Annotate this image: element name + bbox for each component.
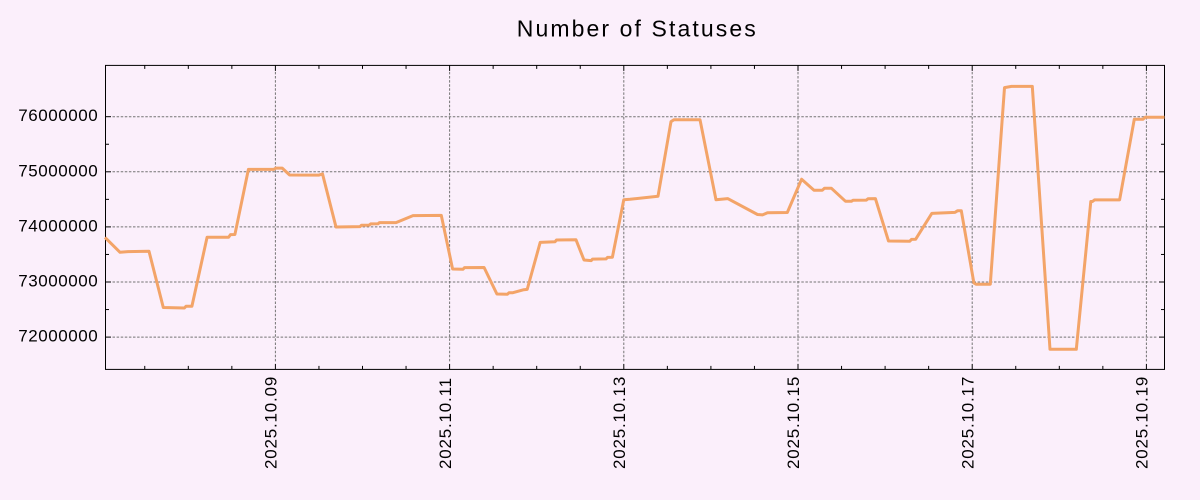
svg-text:74000000: 74000000	[18, 216, 98, 235]
svg-text:2025.10.17: 2025.10.17	[958, 376, 977, 469]
svg-text:2025.10.15: 2025.10.15	[784, 376, 803, 469]
svg-text:76000000: 76000000	[18, 106, 98, 125]
svg-text:75000000: 75000000	[18, 161, 98, 180]
svg-text:2025.10.13: 2025.10.13	[610, 376, 629, 469]
svg-text:2025.10.09: 2025.10.09	[262, 376, 281, 469]
svg-text:73000000: 73000000	[18, 272, 98, 291]
svg-text:72000000: 72000000	[18, 327, 98, 346]
svg-text:2025.10.19: 2025.10.19	[1133, 376, 1152, 469]
svg-text:2025.10.11: 2025.10.11	[436, 377, 455, 469]
svg-text:Number of Statuses: Number of Statuses	[517, 16, 758, 42]
